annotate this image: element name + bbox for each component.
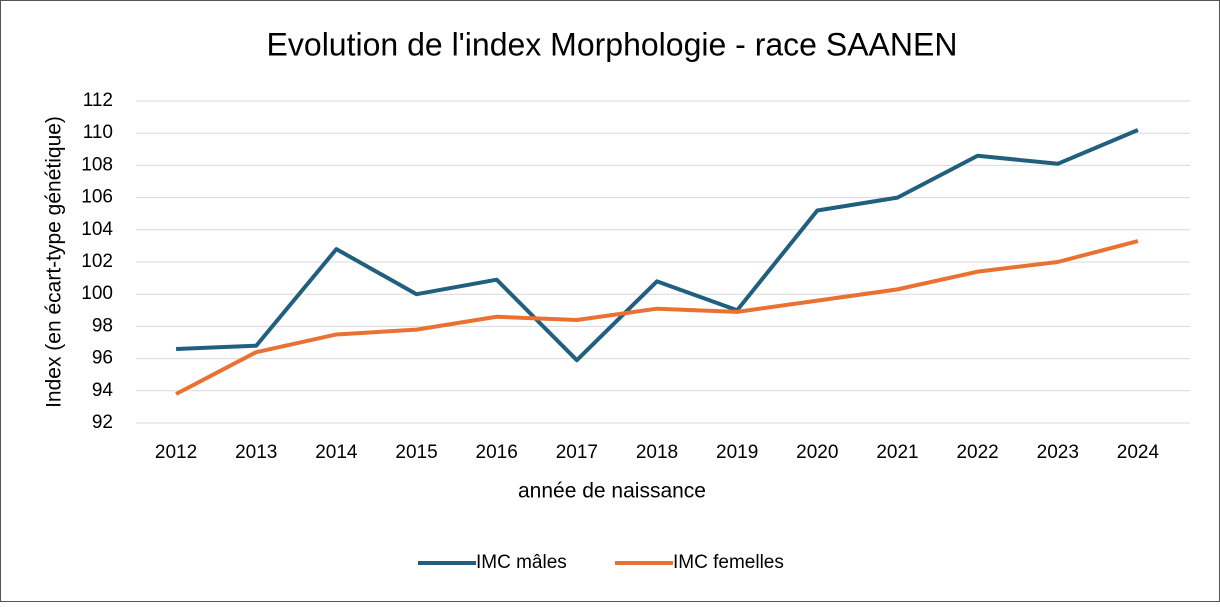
- series-line: [175, 128, 1139, 363]
- series-line: [175, 239, 1139, 396]
- x-tick-label: 2018: [636, 442, 678, 463]
- x-tick-label: 2022: [956, 442, 998, 463]
- x-tick-label: 2014: [315, 442, 358, 463]
- y-tick-label: 94: [92, 380, 114, 401]
- y-tick-label: 110: [83, 122, 113, 143]
- y-tick-label: 104: [81, 219, 113, 240]
- y-tick-label: 92: [92, 412, 113, 433]
- y-tick-label: 96: [92, 348, 113, 369]
- legend-label: IMC femelles: [673, 552, 784, 573]
- y-tick-label: 106: [81, 187, 113, 208]
- x-tick-label: 2021: [876, 442, 918, 463]
- x-tick-label: 2023: [1037, 442, 1079, 463]
- x-tick-label: 2015: [395, 442, 437, 463]
- y-tick-label: 98: [92, 315, 113, 336]
- x-tick-label: 2024: [1117, 442, 1160, 463]
- x-tick-label: 2012: [155, 442, 197, 463]
- x-axis-label: année de naissance: [518, 480, 706, 503]
- y-tick-label: 102: [81, 251, 113, 272]
- x-tick-label: 2017: [556, 442, 598, 463]
- legend-label: IMC mâles: [476, 552, 567, 573]
- chart-title: Evolution de l'index Morphologie - race …: [267, 26, 958, 62]
- x-tick-label: 2013: [235, 442, 277, 463]
- y-tick-label: 100: [81, 283, 113, 304]
- x-tick-label: 2016: [476, 442, 518, 463]
- y-tick-label: 112: [83, 90, 113, 111]
- x-tick-label: 2020: [796, 442, 838, 463]
- x-tick-label: 2019: [716, 442, 758, 463]
- y-axis-label: Index (en écart-type génétique): [43, 116, 66, 408]
- y-tick-label: 108: [81, 154, 113, 175]
